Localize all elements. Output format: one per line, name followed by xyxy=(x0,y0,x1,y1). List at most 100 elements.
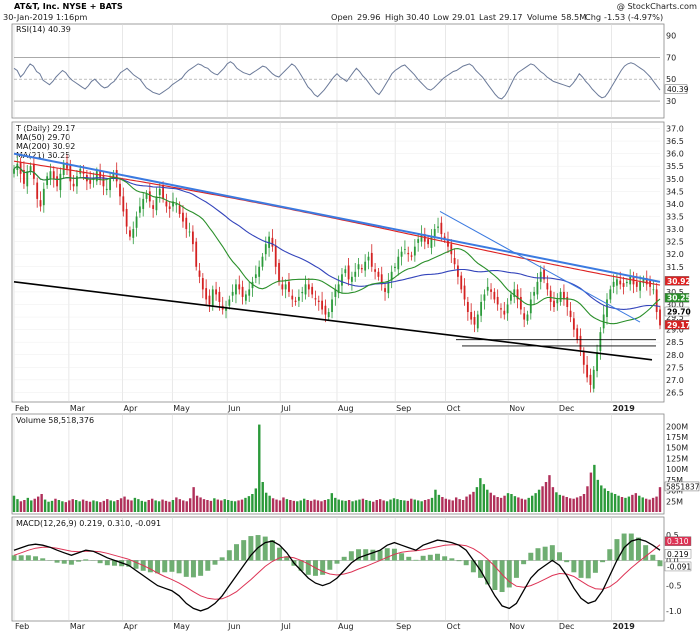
volume-bar xyxy=(224,499,226,512)
macd-histogram-bar xyxy=(550,545,555,560)
x-tick-label-bottom: Oct xyxy=(447,622,461,631)
candle-body xyxy=(189,232,191,233)
candle-body xyxy=(467,302,469,312)
volume-bar xyxy=(158,501,160,512)
macd-histogram-bar xyxy=(335,560,340,563)
candle-body xyxy=(593,370,595,389)
candle-body xyxy=(36,183,38,199)
price-y-tick: 35.0 xyxy=(666,175,684,184)
candle-body xyxy=(576,328,578,339)
volume-bar xyxy=(358,500,360,512)
macd-histogram-bar xyxy=(26,555,31,560)
volume-bar xyxy=(607,491,609,512)
volume-bar xyxy=(182,500,184,512)
volume-bar xyxy=(369,501,371,512)
volume-bar xyxy=(54,499,56,512)
candle-body xyxy=(205,288,207,299)
candle-body xyxy=(427,239,429,244)
price-y-tick: 34.5 xyxy=(666,187,684,196)
volume-bar xyxy=(168,502,170,512)
volume-bar xyxy=(327,499,329,512)
candle-body xyxy=(136,216,138,227)
price-y-tick: 31.5 xyxy=(666,263,684,272)
chg-label: Chg xyxy=(585,12,601,22)
rsi-title: RSI(14) 40.39 xyxy=(16,25,71,34)
volume-bar xyxy=(248,496,250,512)
candle-body xyxy=(311,287,313,295)
candle-body xyxy=(69,165,71,181)
candle-body xyxy=(43,189,45,205)
macd-histogram-bar xyxy=(571,560,576,572)
candle-body xyxy=(619,281,621,285)
candle-body xyxy=(199,271,201,277)
volume-bar xyxy=(144,502,146,512)
volume-bar xyxy=(116,500,118,512)
volume-bar xyxy=(172,500,174,512)
volume-bar xyxy=(227,500,229,512)
volume-bar xyxy=(96,501,98,512)
volume-bar xyxy=(541,486,543,512)
candle-body xyxy=(580,336,582,350)
volume-bar xyxy=(531,496,533,512)
volume-bar xyxy=(628,497,630,512)
price-panel-frame xyxy=(12,122,664,402)
price-y-tick: 37.0 xyxy=(666,125,684,134)
candle-body xyxy=(510,294,512,300)
candle-body xyxy=(470,312,472,320)
x-tick-label-bottom: Feb xyxy=(15,622,29,631)
volume-bar xyxy=(600,485,602,512)
price-y-tick: 28.5 xyxy=(666,338,684,347)
x-tick-label-bottom: Apr xyxy=(124,622,139,631)
volume-bar xyxy=(393,498,395,512)
candle-body xyxy=(192,232,194,245)
candle-body xyxy=(599,332,601,351)
candle-body xyxy=(232,292,234,296)
macd-y-tick: -1.0 xyxy=(666,607,682,616)
candle-body xyxy=(487,287,489,291)
candle-body xyxy=(228,299,230,305)
candle-body xyxy=(179,205,181,214)
macd-histogram-bar xyxy=(342,557,347,561)
candle-body xyxy=(364,262,366,271)
candle-body xyxy=(550,291,552,302)
macd-histogram-bar xyxy=(62,560,67,563)
volume-bar xyxy=(434,490,436,512)
volume-bar xyxy=(196,496,198,512)
volume-bar xyxy=(65,502,67,512)
candle-body xyxy=(238,284,240,289)
volume-bar xyxy=(120,498,122,512)
volume-bar xyxy=(203,499,205,512)
volume-bar xyxy=(593,465,595,512)
macd-histogram-bar xyxy=(421,556,426,561)
candle-body xyxy=(156,196,158,210)
volume-bar xyxy=(213,498,215,512)
candle-body xyxy=(378,272,380,277)
candle-body xyxy=(493,292,495,300)
x-tick-label: Apr xyxy=(124,404,139,413)
volume-bar xyxy=(192,487,194,512)
volume-bar xyxy=(286,499,288,512)
macd-histogram-bar xyxy=(12,555,17,560)
macd-panel-frame xyxy=(12,517,664,621)
candle-body xyxy=(255,274,257,278)
candle-body xyxy=(73,184,75,187)
volume-bar xyxy=(648,500,650,512)
candle-body xyxy=(278,263,280,282)
volume-bar xyxy=(206,500,208,512)
volume-bar xyxy=(566,497,568,512)
candle-body xyxy=(477,315,479,329)
candle-body xyxy=(583,352,585,365)
candle-body xyxy=(573,318,575,329)
candle-body xyxy=(328,312,330,317)
candle-body xyxy=(440,223,442,234)
candle-body xyxy=(537,282,539,295)
candle-body xyxy=(245,294,247,300)
volume-bar xyxy=(199,497,201,512)
volume-bar xyxy=(631,495,633,512)
candle-body xyxy=(89,180,91,184)
candle-body xyxy=(371,253,373,267)
candle-body xyxy=(285,284,287,289)
macd-histogram-bar xyxy=(543,547,548,561)
candle-body xyxy=(53,171,55,179)
volume-y-tick: 200M xyxy=(666,422,688,431)
